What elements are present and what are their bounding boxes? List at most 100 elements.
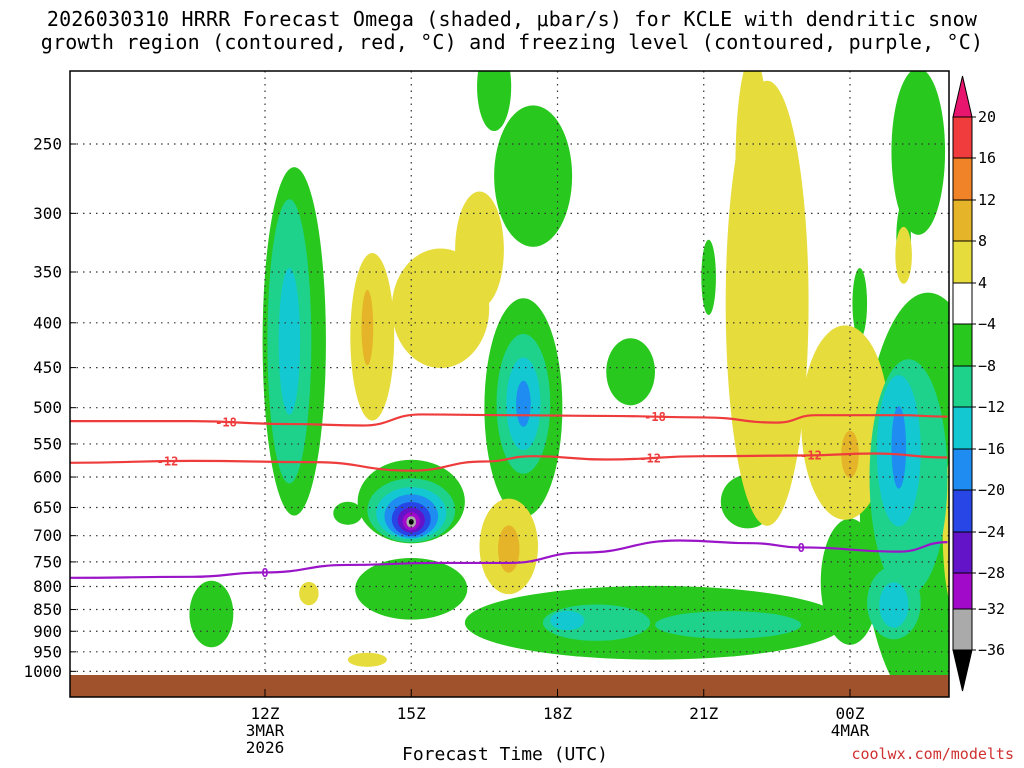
colorbar-segment — [952, 323, 973, 367]
colorbar-label: −16 — [978, 440, 1005, 458]
y-tick-label: 350 — [33, 262, 62, 281]
y-tick-label: 900 — [33, 622, 62, 641]
ground-surface — [70, 675, 949, 697]
colorbar: 20 16 12 8 4 −4 −8 −12 −16 −20 −24 −28 −32 −36 — [952, 75, 1005, 692]
y-tick-label: 750 — [33, 552, 62, 571]
temperature-contours: -18 -18 -12 -12 -12 0 0 — [70, 410, 948, 580]
plot-frame — [69, 70, 950, 698]
colorbar-segment — [952, 608, 973, 651]
contour-0 — [70, 539, 948, 579]
colorbar-label: 20 — [978, 108, 996, 126]
colorbar-segment — [952, 572, 973, 610]
ground-rect — [70, 675, 949, 697]
colorbar-segment — [952, 365, 973, 408]
grid-lines — [70, 71, 949, 697]
x-tick-date-label: 3MAR — [246, 721, 285, 740]
omega-blob-neg16 — [891, 406, 907, 489]
y-tick-label: 400 — [33, 313, 62, 332]
contour-label: -12 — [800, 449, 822, 463]
colorbar-label: 4 — [978, 274, 987, 292]
chart-title-line1: 2026030310 HRRR Forecast Omega (shaded, … — [46, 7, 978, 31]
omega-blob-neg8 — [655, 611, 802, 639]
colorbar-segment — [952, 489, 973, 533]
y-tick-label: 600 — [33, 468, 62, 487]
colorbar-segment — [952, 116, 973, 159]
omega-blob-neg16 — [516, 380, 531, 427]
omega-blob-neg4 — [852, 268, 868, 339]
colorbar-label: −4 — [978, 315, 996, 333]
chart-title: 2026030310 HRRR Forecast Omega (shaded, … — [0, 8, 1024, 54]
colorbar-segment — [952, 199, 973, 242]
colorbar-label: 12 — [978, 191, 996, 209]
omega-blob-pos4 — [455, 191, 504, 308]
omega-blob-pos8 — [498, 525, 520, 573]
x-tick-date-label: 4MAR — [831, 721, 870, 740]
omega-blob-neg4 — [189, 580, 234, 648]
y-tick-label: 1000 — [23, 662, 62, 681]
plot-border — [69, 70, 950, 698]
contour--12 — [70, 452, 948, 472]
credit-text: coolwx.com/modelts — [851, 745, 1014, 763]
colorbar-label: −32 — [978, 600, 1005, 618]
chart-title-line2: growth region (contoured, red, °C) and f… — [40, 30, 984, 54]
y-tick-label: 450 — [33, 358, 62, 377]
colorbar-label: −20 — [978, 481, 1005, 499]
colorbar-arrow-bottom — [952, 649, 973, 692]
colorbar-label: 16 — [978, 149, 996, 167]
omega-blob-neg12 — [278, 267, 301, 415]
colorbar-arrow-top — [952, 75, 973, 118]
y-tick-label: 250 — [33, 135, 62, 154]
colorbar-segment — [952, 157, 973, 201]
omega-blob-neg4 — [355, 558, 468, 620]
colorbar-label: −36 — [978, 641, 1005, 659]
omega-blob-pos4 — [801, 325, 889, 520]
colorbar-segment — [952, 282, 973, 325]
omega-blob-neg4 — [333, 501, 363, 525]
contour-label: -12 — [157, 455, 179, 469]
contour--18 — [70, 413, 948, 427]
y-tick-label: 650 — [33, 498, 62, 517]
omega-blob-neg4 — [494, 105, 573, 247]
omega-blob-neg4 — [464, 585, 846, 660]
x-tick-label: 12Z — [251, 704, 280, 723]
contour-label: -12 — [639, 452, 661, 466]
x-tick-label: 18Z — [543, 704, 572, 723]
omega-blob-neg12 — [879, 582, 909, 628]
omega-blob-neg4 — [820, 518, 880, 645]
omega-blob-neg4 — [701, 239, 716, 316]
colorbar-label: −12 — [978, 398, 1005, 416]
colorbar-segment — [952, 406, 973, 450]
colorbar-label: −8 — [978, 357, 996, 375]
y-tick-label: 700 — [33, 526, 62, 545]
y-tick-label: 550 — [33, 434, 62, 453]
omega-blob-pos4 — [895, 226, 912, 284]
omega-blob-neg4 — [891, 71, 946, 235]
contour-label: -18 — [215, 416, 237, 430]
omega-blob-neg12 — [550, 610, 585, 631]
omega-blob-pos4 — [735, 71, 770, 277]
y-tick-label: 950 — [33, 642, 62, 661]
x-tick-label: 21Z — [689, 704, 718, 723]
y-tick-label: 850 — [33, 600, 62, 619]
omega-blob-neg4 — [606, 338, 655, 406]
colorbar-label: 8 — [978, 232, 987, 250]
y-tick-label: 300 — [33, 204, 62, 223]
omega-blob-pos4 — [299, 581, 319, 606]
x-tick-label: 00Z — [836, 704, 865, 723]
y-tick-label: 500 — [33, 398, 62, 417]
omega-blob-neg4 — [504, 13, 524, 46]
colorbar-segment — [952, 240, 973, 284]
colorbar-segment — [952, 531, 973, 574]
x-tick-label: 15Z — [397, 704, 426, 723]
y-axis: 250 300 350 400 450 500 550 600 650 700 750 800 850 9… — [23, 135, 76, 681]
colorbar-label: −24 — [978, 523, 1005, 541]
y-tick-label: 800 — [33, 577, 62, 596]
x-tick-year-label: 2026 — [246, 738, 285, 757]
contour-label: 0 — [798, 541, 805, 555]
x-axis-label: Forecast Time (UTC) — [402, 744, 608, 765]
omega-blob-pos8 — [361, 289, 374, 366]
omega-blob-pos4 — [347, 652, 387, 667]
omega-blob-neg36 — [408, 519, 414, 525]
